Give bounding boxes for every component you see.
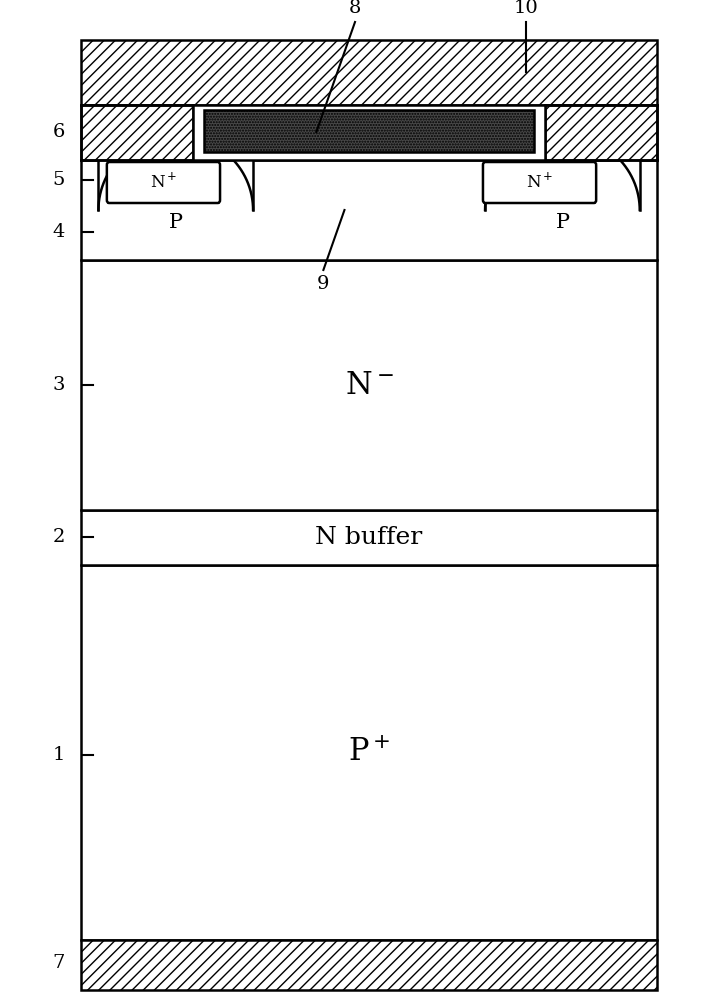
Text: 3: 3 — [52, 376, 65, 394]
Bar — [204, 110, 534, 152]
Bar — [81, 160, 657, 260]
Text: 10: 10 — [513, 0, 538, 17]
Bar — [81, 40, 657, 105]
Text: P$^+$: P$^+$ — [348, 737, 390, 768]
Text: 2: 2 — [52, 528, 65, 546]
FancyBboxPatch shape — [107, 162, 220, 203]
Text: 9: 9 — [317, 275, 330, 293]
Text: N buffer: N buffer — [316, 526, 423, 549]
FancyBboxPatch shape — [483, 162, 596, 203]
Text: 5: 5 — [52, 171, 65, 189]
Polygon shape — [485, 135, 640, 210]
Text: 6: 6 — [52, 123, 65, 141]
Text: N$^+$: N$^+$ — [150, 173, 177, 192]
Bar — [81, 105, 193, 160]
Bar — [81, 565, 657, 940]
Text: N$^+$: N$^+$ — [526, 173, 553, 192]
Bar — [81, 510, 657, 565]
Text: P: P — [555, 213, 569, 232]
Bar — [81, 940, 657, 990]
Text: 4: 4 — [52, 223, 65, 241]
Text: 1: 1 — [52, 746, 65, 764]
Polygon shape — [98, 135, 253, 210]
Text: P: P — [169, 213, 183, 232]
Bar — [545, 105, 657, 160]
Bar — [193, 105, 545, 160]
Bar — [81, 260, 657, 510]
Text: N$^-$: N$^-$ — [344, 369, 394, 400]
Text: 7: 7 — [52, 954, 65, 972]
Bar — [81, 105, 657, 160]
Text: 8: 8 — [349, 0, 361, 17]
